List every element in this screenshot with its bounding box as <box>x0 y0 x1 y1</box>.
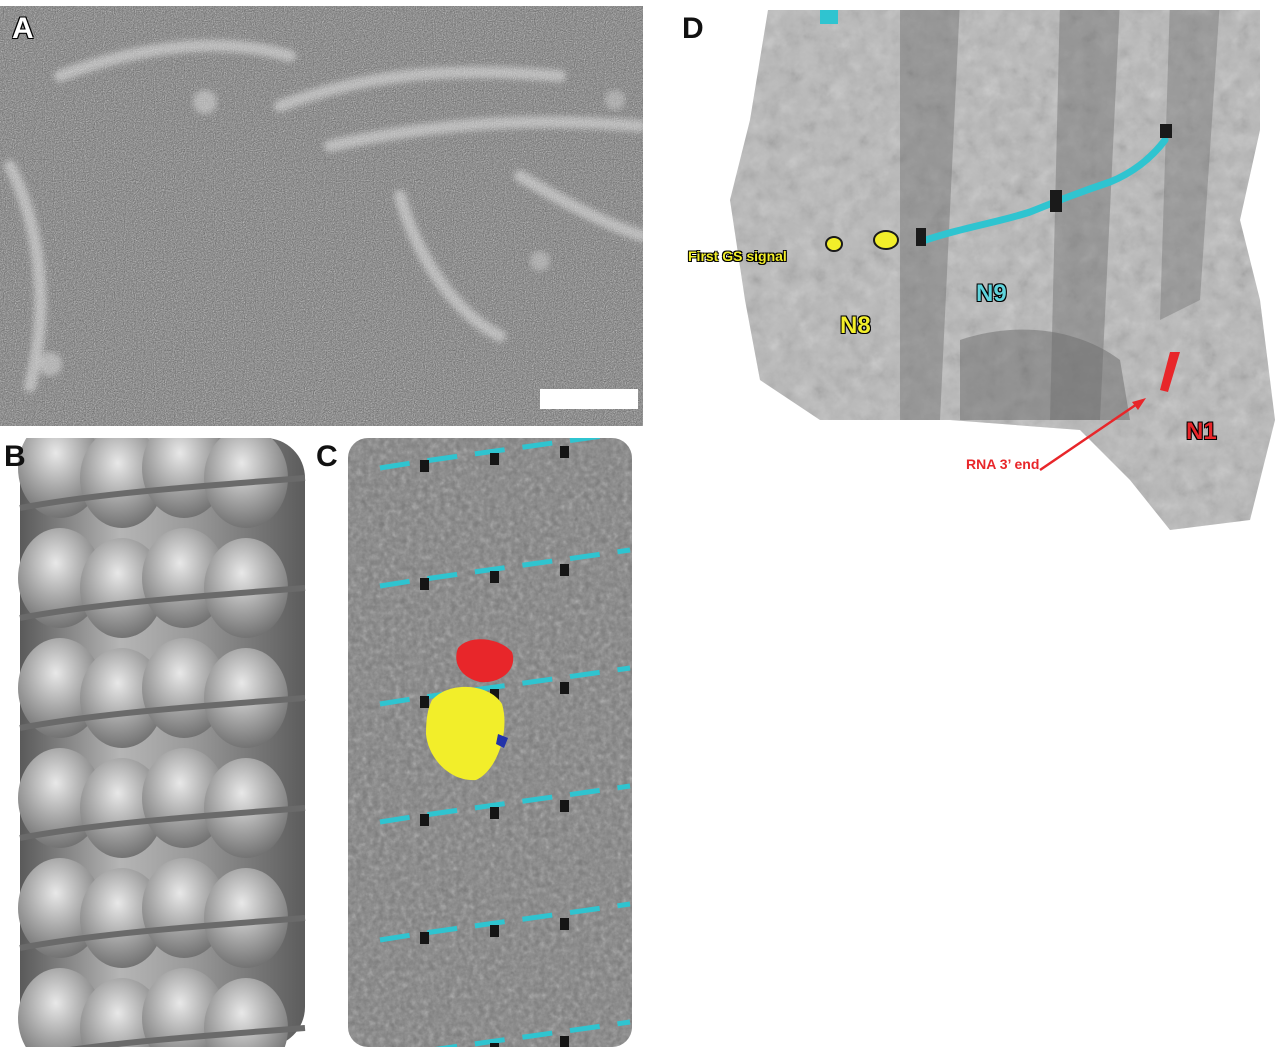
groove <box>19 585 306 621</box>
panel-c-surface-helix <box>340 438 640 1047</box>
density-lobe <box>142 438 226 518</box>
closeup-surface-image <box>700 0 1280 540</box>
gs-marker <box>490 571 499 583</box>
rna-band <box>379 1019 631 1047</box>
panel-label-a: A <box>12 12 34 45</box>
gs-marker <box>420 578 429 590</box>
rna-3-end-red <box>1160 352 1180 392</box>
gs-marker <box>490 689 499 701</box>
density-lobe <box>142 528 226 628</box>
gs-marker <box>420 932 429 944</box>
gs-marker <box>560 446 569 458</box>
gs-marker <box>420 460 429 472</box>
rna-band <box>379 547 631 589</box>
gs-marker <box>490 807 499 819</box>
n9-label: N9 <box>976 280 1007 307</box>
gs-marker <box>560 1036 569 1047</box>
density-lobe <box>80 648 164 748</box>
gs-marker <box>560 918 569 930</box>
gs-marker <box>560 800 569 812</box>
density-lobe <box>142 858 226 958</box>
density-lobe <box>18 858 102 958</box>
density-lobe <box>18 528 102 628</box>
red-subunit <box>456 639 514 683</box>
density-lobe <box>204 868 288 968</box>
density-lobe <box>18 748 102 848</box>
filament-4 <box>4 160 47 392</box>
gs-signal-patch <box>873 230 899 250</box>
panel-d-closeup <box>700 0 1280 540</box>
gs-marker <box>420 814 429 826</box>
filament-2 <box>274 66 566 112</box>
surface-helix-image <box>340 438 640 1047</box>
gs-marker <box>560 564 569 576</box>
rna-band <box>379 901 631 943</box>
gs-marker <box>560 682 569 694</box>
density-lobe <box>204 538 288 638</box>
filament-5 <box>394 190 506 342</box>
density-map-image <box>0 438 310 1047</box>
n8-label: N8 <box>840 312 871 339</box>
density-lobe <box>80 758 164 858</box>
micrograph-image <box>0 6 643 426</box>
scale-bar <box>540 389 638 409</box>
rna-band <box>379 438 631 471</box>
groove <box>19 915 306 951</box>
density-lobe <box>142 748 226 848</box>
groove <box>69 1025 306 1047</box>
density-lobe <box>80 978 164 1047</box>
rna-band <box>379 783 631 825</box>
gs-marker <box>420 696 429 708</box>
panel-label-d: D <box>682 12 704 45</box>
first-gs-signal-label: First GS signal <box>688 248 787 264</box>
density-lobe <box>18 638 102 738</box>
groove <box>19 695 306 731</box>
rna-strand <box>916 136 1169 246</box>
panel-label-c: C <box>316 440 338 473</box>
groove <box>19 475 306 511</box>
gs-marker <box>490 1043 499 1047</box>
filament-1 <box>54 39 296 82</box>
blue-patch <box>496 734 508 748</box>
density-lobe <box>142 638 226 738</box>
rna-band <box>379 665 631 707</box>
rna-3-end-label: RNA 3’ end <box>966 456 1040 472</box>
rna-end-arrow <box>1039 400 1141 472</box>
panel-b-density-map <box>0 438 310 1047</box>
gs-marker <box>490 925 499 937</box>
density-lobe <box>204 648 288 748</box>
gs-marker <box>490 453 499 465</box>
density-lobe <box>80 538 164 638</box>
yellow-subunit <box>426 686 505 781</box>
panel-label-b: B <box>4 440 26 473</box>
filament-6 <box>514 170 643 242</box>
density-lobe <box>80 868 164 968</box>
groove <box>19 805 306 841</box>
n1-label: N1 <box>1186 418 1217 445</box>
filament-3 <box>324 116 643 152</box>
density-lobe <box>204 758 288 858</box>
panel-a-micrograph <box>0 6 643 426</box>
